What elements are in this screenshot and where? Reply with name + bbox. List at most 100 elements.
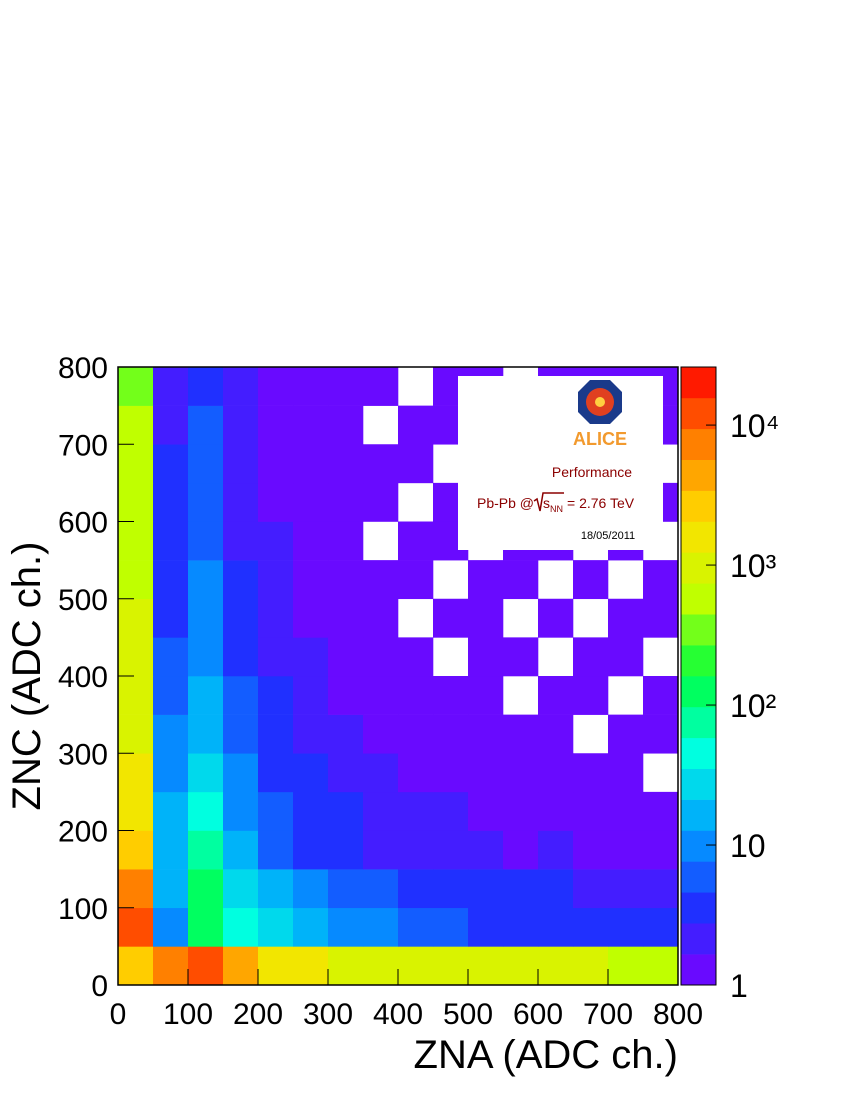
heatmap-cell xyxy=(468,946,504,986)
heatmap-cell xyxy=(153,598,189,638)
heatmap-cell xyxy=(573,676,609,715)
heatmap-cell xyxy=(398,444,434,484)
heatmap-cell xyxy=(188,869,224,909)
heatmap-cell xyxy=(398,560,434,600)
heatmap-cell xyxy=(118,598,154,638)
heatmap-cell xyxy=(258,521,294,561)
alice-logo xyxy=(578,380,622,424)
heatmap-cell xyxy=(608,637,644,677)
heatmap-cell xyxy=(223,714,259,754)
heatmap-cell xyxy=(328,753,364,793)
heatmap-cell xyxy=(328,869,364,909)
heatmap-cell xyxy=(118,676,154,715)
heatmap-cell xyxy=(188,482,224,522)
heatmap-cell xyxy=(643,598,679,638)
heatmap-cell xyxy=(153,444,189,484)
heatmap-cell xyxy=(573,637,609,677)
heatmap-cell xyxy=(223,444,259,484)
x-tick-label: 700 xyxy=(583,998,633,1031)
heatmap-cell xyxy=(118,637,154,677)
colorbar-band xyxy=(681,521,716,553)
heatmap-cell xyxy=(538,869,574,909)
heatmap-cell xyxy=(153,676,189,715)
heatmap-cell xyxy=(188,637,224,677)
heatmap-cell xyxy=(223,869,259,909)
colorbar-tick-label: 10⁴ xyxy=(730,408,779,444)
heatmap-cell xyxy=(643,791,679,831)
heatmap-cell xyxy=(258,367,294,406)
colorbar-band xyxy=(681,706,716,739)
heatmap-cell xyxy=(468,637,504,677)
heatmap-cell xyxy=(293,714,329,754)
heatmap-cell xyxy=(118,714,154,754)
heatmap-cell xyxy=(258,444,294,484)
heatmap-cell xyxy=(188,714,224,754)
heatmap-cell xyxy=(153,830,189,870)
heatmap-cell xyxy=(118,791,154,831)
colorbar-band xyxy=(681,645,716,677)
colorbar-tick-label: 10³ xyxy=(730,548,777,584)
heatmap-cell xyxy=(118,367,154,406)
colorbar-band xyxy=(681,428,716,460)
heatmap-cell xyxy=(433,830,469,870)
heatmap-cell xyxy=(328,405,364,445)
colorbar-band xyxy=(681,583,716,615)
colorbar-band xyxy=(681,954,716,986)
heatmap-cell xyxy=(608,753,644,793)
heatmap-cell xyxy=(258,791,294,831)
heatmap-cell xyxy=(363,367,399,406)
heatmap-cell xyxy=(293,830,329,870)
heatmap-cell xyxy=(398,714,434,754)
colorbar-band xyxy=(681,490,716,522)
heatmap-cell xyxy=(433,598,469,638)
heatmap-cell xyxy=(258,869,294,909)
colorbar-frame xyxy=(680,366,717,986)
heatmap-cell xyxy=(328,946,364,986)
heatmap-cell xyxy=(398,830,434,870)
heatmap-cell xyxy=(433,907,469,947)
colorbar-band xyxy=(681,397,716,430)
heatmap-cell xyxy=(118,946,154,986)
heatmap-cell xyxy=(258,637,294,677)
heatmap-cell xyxy=(608,869,644,909)
heatmap-cell xyxy=(328,521,364,561)
heatmap-cell xyxy=(293,791,329,831)
y-tick-label: 300 xyxy=(58,738,108,771)
heatmap-cell xyxy=(608,907,644,947)
heatmap-cell xyxy=(153,907,189,947)
y-tick-label: 700 xyxy=(58,429,108,462)
heatmap-cell xyxy=(223,560,259,600)
heatmap-cell xyxy=(433,869,469,909)
heatmap-cell xyxy=(363,907,399,947)
heatmap-cell xyxy=(118,830,154,870)
x-tick-label: 800 xyxy=(653,998,703,1031)
heatmap-cell xyxy=(468,791,504,831)
heatmap-cell xyxy=(363,791,399,831)
colorbar-band xyxy=(681,892,716,924)
heatmap-cell xyxy=(363,676,399,715)
heatmap-cell xyxy=(328,482,364,522)
heatmap-cell xyxy=(258,714,294,754)
heatmap-cell xyxy=(363,869,399,909)
heatmap-cell xyxy=(223,482,259,522)
y-tick-label: 100 xyxy=(58,893,108,926)
heatmap-cell xyxy=(223,753,259,793)
heatmap-cell xyxy=(118,907,154,947)
heatmap-cell xyxy=(538,598,574,638)
heatmap-cell xyxy=(328,560,364,600)
x-tick-label: 400 xyxy=(373,998,423,1031)
heatmap-cell xyxy=(363,444,399,484)
heatmap-cell xyxy=(258,598,294,638)
heatmap-cell xyxy=(468,830,504,870)
heatmap-cell xyxy=(573,830,609,870)
heatmap-cell xyxy=(468,598,504,638)
heatmap-cell xyxy=(258,405,294,445)
heatmap-cell xyxy=(118,482,154,522)
date-label: 18/05/2011 xyxy=(581,530,635,542)
heatmap-cell xyxy=(503,791,539,831)
y-tick-label: 500 xyxy=(58,584,108,617)
heatmap-cell xyxy=(153,714,189,754)
heatmap-cell xyxy=(608,598,644,638)
heatmap-cell xyxy=(293,598,329,638)
